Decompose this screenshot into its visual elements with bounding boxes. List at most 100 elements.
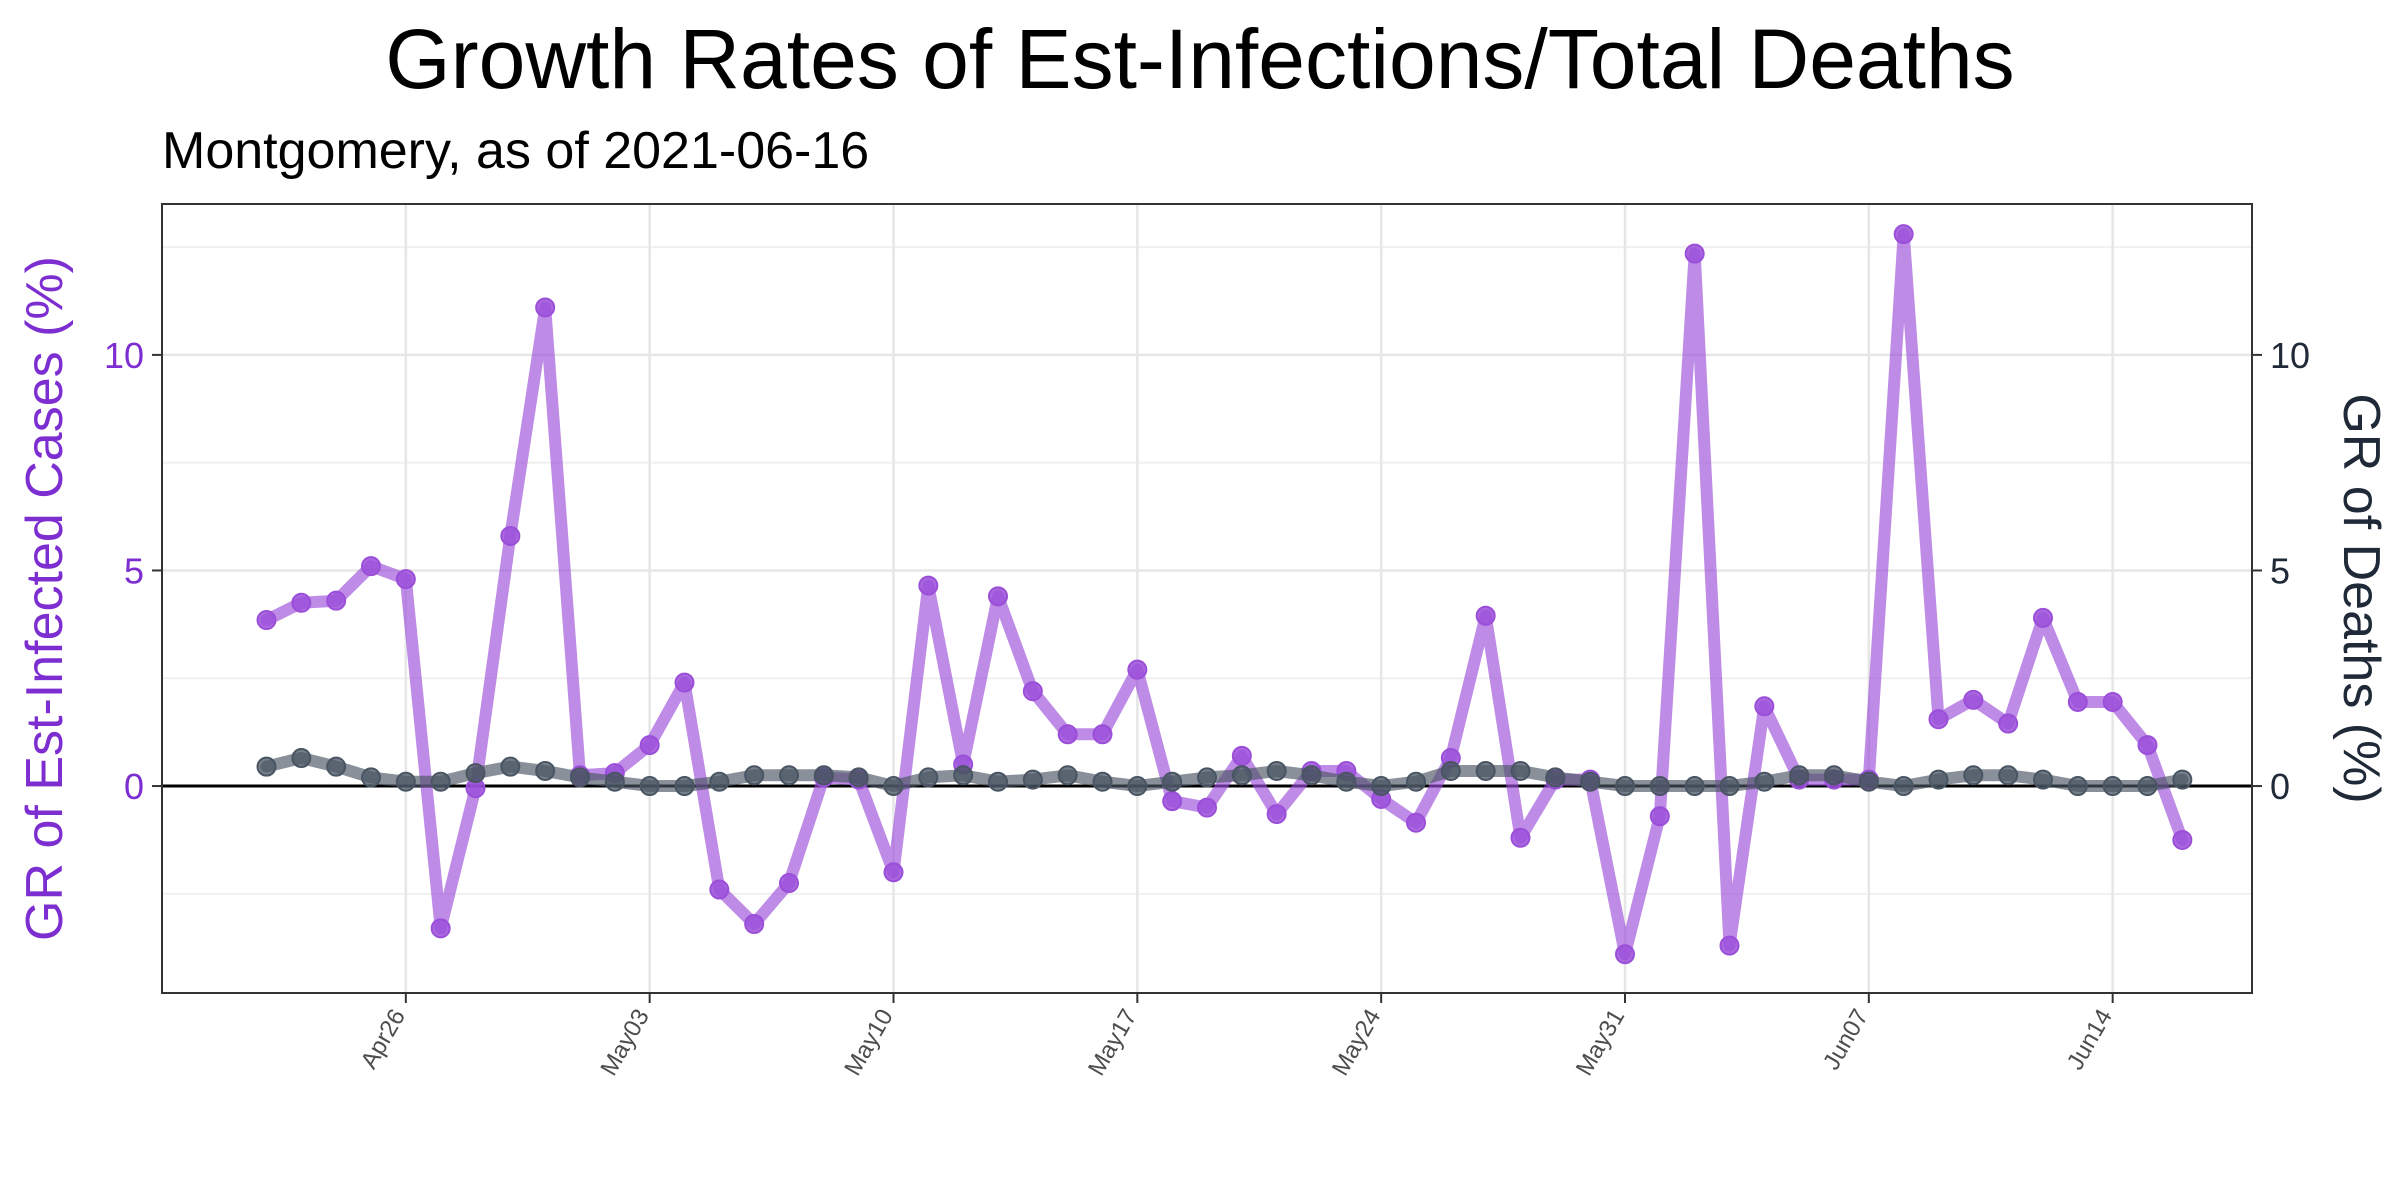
infections-point [1092, 724, 1113, 745]
infections-point [1022, 681, 1043, 702]
deaths-point [744, 765, 765, 786]
deaths-point [674, 776, 695, 797]
deaths-point [2102, 776, 2123, 797]
infections-point [1893, 224, 1914, 245]
deaths-point [1754, 771, 1775, 792]
deaths-point [1127, 776, 1148, 797]
y-right-tick-label: 10 [2270, 335, 2310, 376]
deaths-point [2172, 769, 2193, 790]
infections-point [1615, 944, 1635, 965]
deaths-point [1615, 776, 1635, 797]
deaths-point [1858, 771, 1879, 792]
deaths-series [256, 748, 2193, 797]
chart-title: Growth Rates of Est-Infections/Total Dea… [385, 12, 2014, 106]
deaths-point [918, 767, 939, 788]
deaths-point [1580, 771, 1601, 792]
infections-point [883, 862, 904, 883]
y-axis-right-title: GR of Deaths (%) [2332, 393, 2390, 803]
deaths-point [256, 756, 277, 777]
deaths-point [953, 765, 974, 786]
infections-point [988, 586, 1008, 607]
deaths-point [395, 771, 416, 792]
infections-point [500, 525, 521, 546]
infections-point [2137, 735, 2158, 756]
infections-point [1057, 724, 1078, 745]
series-layer [256, 224, 2193, 965]
infections-point [1754, 696, 1775, 717]
deaths-point [779, 765, 799, 786]
infections-point [1127, 659, 1148, 680]
deaths-point [848, 767, 869, 788]
deaths-point [1998, 765, 2019, 786]
deaths-point [535, 760, 556, 781]
infections-point [1649, 806, 1670, 827]
deaths-point [1545, 767, 1566, 788]
infections-point [291, 592, 312, 613]
deaths-point [883, 776, 904, 797]
deaths-point [1057, 765, 1078, 786]
deaths-point [500, 756, 521, 777]
y-axis-right: 0 5 10 [2252, 335, 2310, 807]
deaths-point [291, 748, 312, 769]
infections-point [779, 873, 799, 894]
infections-point [918, 575, 939, 596]
infections-point [256, 610, 277, 631]
infections-point [1998, 713, 2019, 734]
y-left-tick-label: 0 [124, 766, 144, 807]
deaths-point [361, 767, 381, 788]
deaths-point [2033, 769, 2053, 790]
y-axis-left-title: GR of Est-Infected Cases (%) [16, 256, 74, 941]
deaths-point [1162, 771, 1183, 792]
deaths-point [1197, 767, 1217, 788]
y-right-tick-label: 5 [2270, 550, 2290, 591]
deaths-point [813, 765, 834, 786]
deaths-point [1092, 771, 1113, 792]
deaths-point [465, 763, 486, 784]
y-axis-left: 0 5 10 [104, 335, 162, 807]
infections-point [535, 297, 556, 318]
deaths-point [430, 771, 451, 792]
infections-point [674, 672, 695, 693]
deaths-point [1022, 769, 1043, 790]
deaths-point [1440, 760, 1461, 781]
infections-point [395, 569, 416, 590]
deaths-point [1336, 771, 1357, 792]
deaths-point [2067, 776, 2088, 797]
infections-point [2172, 829, 2193, 850]
infections-point [1266, 804, 1287, 825]
infections-point [1197, 797, 1217, 818]
infections-point [1406, 812, 1426, 833]
y-left-tick-label: 10 [104, 335, 144, 376]
deaths-point [1266, 760, 1287, 781]
infections-point [1684, 243, 1705, 264]
deaths-point [1231, 765, 1252, 786]
deaths-point [1371, 776, 1392, 797]
deaths-point [1684, 776, 1705, 797]
infections-point [2102, 691, 2123, 712]
deaths-point [604, 771, 625, 792]
infections-point [2033, 607, 2053, 628]
chart-subtitle: Montgomery, as of 2021-06-16 [162, 122, 869, 180]
infections-point [1719, 935, 1740, 956]
infections-point [1231, 745, 1252, 766]
panel-border [161, 203, 2253, 994]
deaths-point [1301, 765, 1322, 786]
infections-point [326, 590, 347, 611]
deaths-point [1719, 776, 1740, 797]
infections-point [744, 914, 765, 935]
deaths-point [988, 771, 1008, 792]
infections-point [709, 879, 730, 900]
infections-point [639, 735, 660, 756]
infections-point [361, 556, 381, 577]
deaths-point [1893, 776, 1914, 797]
deaths-point [1824, 765, 1844, 786]
infections-point [1510, 827, 1531, 848]
deaths-point [2137, 776, 2158, 797]
deaths-point [1649, 776, 1670, 797]
infections-point [1928, 709, 1949, 730]
infections-point [1475, 605, 1496, 626]
infections-point [1162, 791, 1183, 812]
deaths-point [326, 756, 347, 777]
